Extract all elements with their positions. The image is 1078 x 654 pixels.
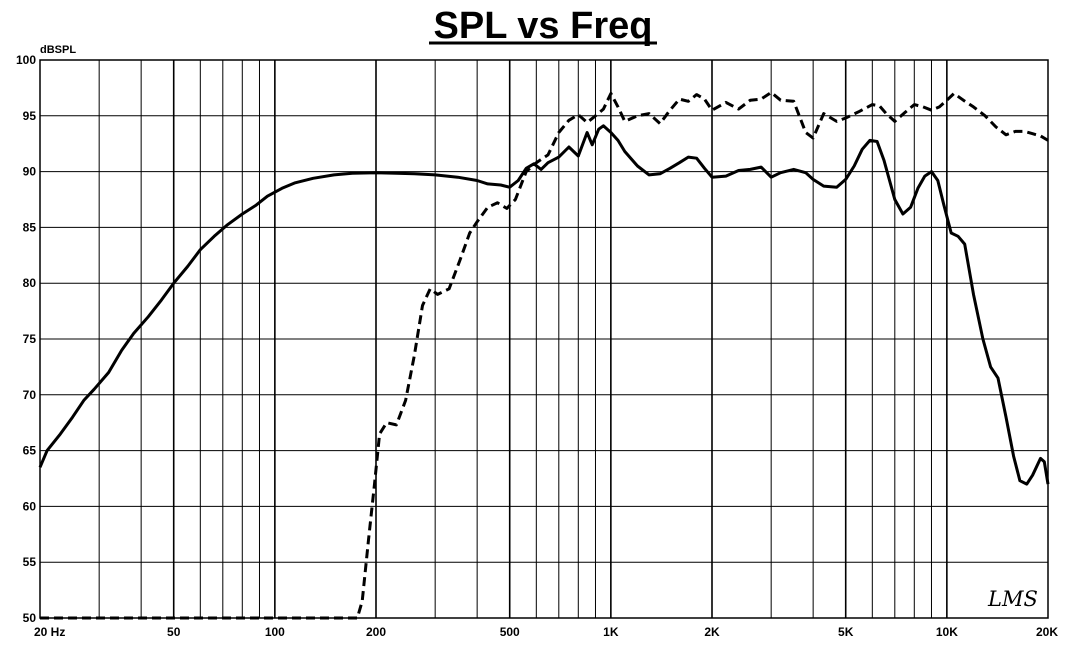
lms-logo: LMS	[987, 587, 1038, 611]
x-tick-label: 20K	[1036, 625, 1058, 639]
x-tick-label: 20 Hz	[34, 625, 65, 639]
x-tick-label: 500	[500, 625, 520, 639]
y-tick-label: 75	[23, 332, 37, 346]
y-tick-label: 80	[23, 276, 37, 290]
x-tick-label: 100	[265, 625, 285, 639]
series-line-solid	[38, 124, 1050, 486]
chart-title: SPL vs Freq	[434, 5, 653, 47]
series-line-dashed	[40, 90, 1049, 620]
y-tick-label: 90	[23, 165, 37, 179]
y-axis-label: dBSPL	[40, 44, 76, 56]
y-tick-label: 100	[16, 53, 36, 67]
x-tick-label: 2K	[704, 625, 720, 639]
series-lines	[38, 90, 1050, 620]
y-tick-label: 65	[23, 444, 37, 458]
y-tick-label: 50	[23, 611, 37, 625]
x-tick-label: 200	[366, 625, 386, 639]
grid	[40, 60, 1048, 618]
y-tick-label: 95	[23, 109, 37, 123]
x-tick-label: 5K	[838, 625, 854, 639]
x-tick-label: 1K	[603, 625, 619, 639]
y-tick-label: 55	[23, 555, 37, 569]
plot-area-border	[39, 59, 1049, 619]
y-tick-label: 85	[23, 220, 37, 234]
y-tick-label: 70	[23, 388, 37, 402]
x-tick-label: 10K	[936, 625, 958, 639]
x-tick-label: 50	[167, 625, 181, 639]
y-tick-label: 60	[23, 499, 37, 513]
